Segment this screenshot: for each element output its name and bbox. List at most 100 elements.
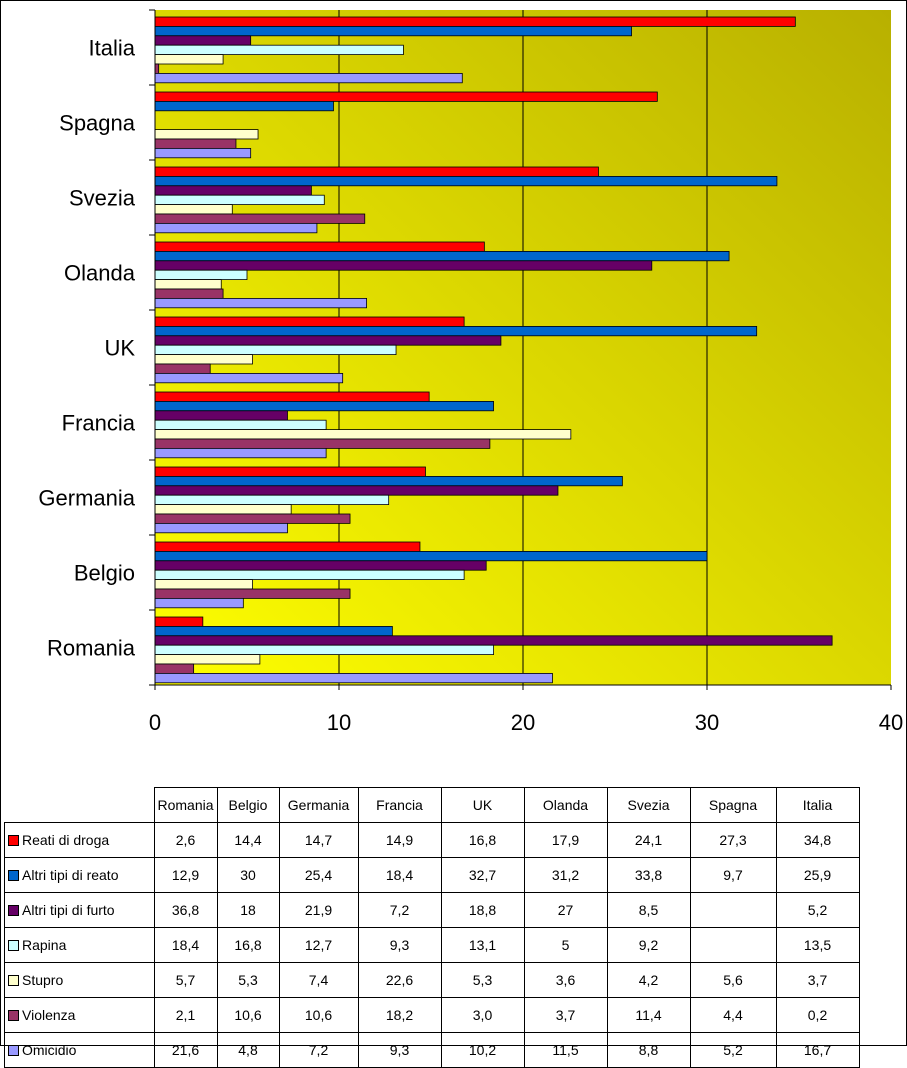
bar: [154, 560, 487, 571]
x-tick-label: 40: [879, 710, 903, 735]
table-cell: 9,7: [689, 857, 777, 893]
table-cell: 2,1: [153, 997, 218, 1033]
bar: [154, 213, 366, 224]
legend-entry: Altri tipi di reato: [4, 857, 155, 893]
table-cell: 14,4: [216, 822, 280, 858]
table-header-cell: Romania: [153, 787, 218, 823]
table-cell: 11,5: [523, 1032, 608, 1068]
table-cell: 10,6: [216, 997, 280, 1033]
table-cell: 2,6: [153, 822, 218, 858]
legend-label: Altri tipi di furto: [22, 902, 115, 918]
table-cell: 31,2: [523, 857, 608, 893]
table-cell: 13,5: [775, 927, 860, 963]
bar: [154, 73, 463, 84]
bar: [154, 63, 160, 74]
table-cell: 4,8: [216, 1032, 280, 1068]
bar: [154, 316, 465, 327]
table-cell: 34,8: [775, 822, 860, 858]
table-cell: 4,2: [606, 962, 691, 998]
table-cell: 33,8: [606, 857, 691, 893]
bar: [154, 138, 237, 149]
table-cell: 3,6: [523, 962, 608, 998]
legend-label: Stupro: [22, 972, 64, 988]
table-cell: 16,7: [775, 1032, 860, 1068]
legend-swatch: [8, 870, 19, 881]
table-row: Rapina 18,4 16,8 12,7 9,3 13,1 5 9,2 13,5: [4, 927, 860, 963]
table-cell: 8,8: [606, 1032, 691, 1068]
legend-swatch: [8, 835, 19, 846]
table-cell: 12,7: [278, 927, 359, 963]
table-cell: 18,2: [357, 997, 442, 1033]
legend-swatch: [8, 940, 19, 951]
table-cell: 8,5: [606, 892, 691, 928]
table-cell: 18,8: [440, 892, 525, 928]
bar: [154, 410, 288, 421]
bar: [154, 579, 253, 590]
category-label: Italia: [89, 36, 136, 61]
table-cell: 12,9: [153, 857, 218, 893]
legend-label: Reati di droga: [22, 832, 110, 848]
table-cell: 18: [216, 892, 280, 928]
table-cell: 16,8: [440, 822, 525, 858]
table-cell: 5: [523, 927, 608, 963]
table-cell: 5,2: [689, 1032, 777, 1068]
bar: [154, 297, 368, 309]
table-cell: 4,4: [689, 997, 777, 1033]
bar: [154, 363, 211, 374]
bar: [154, 222, 318, 234]
bar: [154, 279, 222, 290]
bar: [154, 288, 224, 299]
table-cell: 3,7: [775, 962, 860, 998]
table-header-cell: Italia: [775, 787, 860, 823]
table-cell: 18,4: [357, 857, 442, 893]
category-label: Belgio: [74, 561, 135, 586]
table-cell: 7,4: [278, 962, 359, 998]
table-header-cell: Olanda: [523, 787, 608, 823]
bar: [154, 147, 252, 159]
table-header-cell: Germania: [278, 787, 359, 823]
x-tick-label: 0: [149, 710, 161, 735]
bar: [154, 129, 259, 140]
x-tick-label: 30: [695, 710, 719, 735]
table-cell: 30: [216, 857, 280, 893]
table-row: Reati di droga 2,6 14,4 14,7 14,9 16,8 17,9 24,…: [4, 822, 860, 858]
bar: [154, 204, 233, 215]
category-label: Spagna: [59, 111, 136, 136]
table-cell: 24,1: [606, 822, 691, 858]
bar: [154, 25, 632, 37]
bar: [154, 644, 494, 656]
table-cell: 3,7: [523, 997, 608, 1033]
table-cell: 16,8: [216, 927, 280, 963]
table-row: Violenza 2,1 10,6 10,6 18,2 3,0 3,7 11,4 4,4 0,2: [4, 997, 860, 1033]
table-cell: 9,3: [357, 927, 442, 963]
bar: [154, 598, 244, 609]
table-cell: 25,9: [775, 857, 860, 893]
table-header-cell: Svezia: [606, 787, 691, 823]
table-cell: 0,2: [775, 997, 860, 1033]
table-cell: 9,2: [606, 927, 691, 963]
bar: [154, 494, 390, 506]
bar: [154, 344, 397, 356]
table-header-cell: Spagna: [689, 787, 777, 823]
legend-entry: Reati di droga: [4, 822, 155, 858]
bar-chart: 0 10 20 30 40 Romania Belgio Germania Francia UK O…: [38, 9, 903, 735]
bar: [154, 504, 292, 515]
category-label: Francia: [62, 411, 136, 436]
bar: [154, 626, 393, 637]
category-label: UK: [104, 336, 135, 361]
bar: [154, 325, 758, 337]
x-tick-label: 20: [511, 710, 535, 735]
table-cell: [689, 892, 777, 928]
table-cell: 18,4: [153, 927, 218, 963]
bar: [154, 438, 491, 449]
table-header-cell: Belgio: [216, 787, 280, 823]
legend-entry: Omicidio: [4, 1032, 155, 1068]
bar: [154, 250, 730, 262]
bar: [154, 419, 327, 431]
table-cell: 5,7: [153, 962, 218, 998]
legend-entry: Rapina: [4, 927, 155, 963]
bar: [154, 260, 653, 271]
bar: [154, 429, 572, 440]
table-cell: 7,2: [278, 1032, 359, 1068]
bar: [154, 485, 559, 496]
